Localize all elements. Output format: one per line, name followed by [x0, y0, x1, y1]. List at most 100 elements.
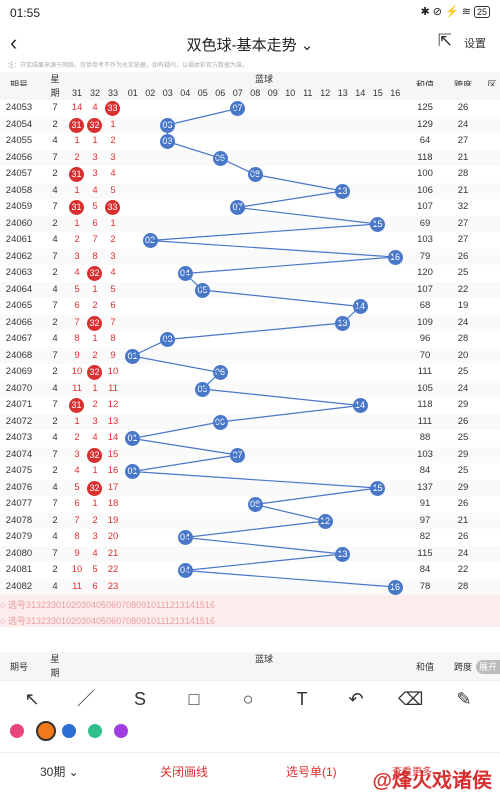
table-row[interactable]: 24079 4 8 3 20 04 82 26 — [0, 529, 500, 546]
draw-tool-icon[interactable]: ↶ — [348, 689, 364, 709]
select-number[interactable]: 14 — [184, 616, 195, 626]
period-select[interactable]: 30期 ⌄ — [40, 765, 79, 779]
table-row[interactable]: 24072 2 1 3 13 06 111 26 — [0, 413, 500, 430]
red-miss-cell: 3 — [92, 168, 98, 179]
select-number[interactable]: 31 — [25, 616, 36, 626]
select-number[interactable]: 13 — [174, 600, 185, 610]
table-row[interactable]: 24075 2 4 1 16 01 84 25 — [0, 463, 500, 480]
table-row[interactable]: 24058 4 1 4 5 13 106 21 — [0, 182, 500, 199]
draw-tool-icon[interactable]: ○ — [242, 689, 254, 709]
table-row[interactable]: 24055 4 1 1 2 03 64 27 — [0, 133, 500, 150]
back-icon[interactable]: ‹ — [10, 30, 18, 55]
select-number[interactable]: 10 — [146, 600, 157, 610]
select-number[interactable]: 05 — [96, 616, 107, 626]
table-row[interactable]: 24082 4 11 6 23 16 78 28 — [0, 578, 500, 595]
select-number[interactable]: 32 — [35, 600, 46, 610]
select-label[interactable]: ○ 选号 — [0, 600, 26, 610]
select-number[interactable]: 33 — [45, 616, 56, 626]
draw-tool-icon[interactable]: T — [296, 689, 308, 709]
table-row[interactable]: 24064 4 5 1 5 05 107 22 — [0, 281, 500, 298]
select-label[interactable]: ○ 选号 — [0, 616, 26, 626]
draw-tool-icon[interactable]: ↖ — [24, 689, 40, 709]
select-number[interactable]: 04 — [86, 600, 97, 610]
table-row[interactable]: 24060 2 1 6 1 15 69 27 — [0, 215, 500, 232]
color-swatch[interactable] — [88, 724, 102, 738]
view-more-button[interactable]: 查看更多 — [392, 767, 432, 778]
table-row[interactable]: 24056 7 2 3 3 06 118 21 — [0, 149, 500, 166]
select-number[interactable]: 03 — [76, 616, 87, 626]
draw-tool-icon[interactable]: S — [133, 689, 146, 709]
select-row[interactable]: ○ 选号313233010203040506070809101112131415… — [0, 595, 500, 611]
table-row[interactable]: 24065 7 6 2 6 14 68 19 — [0, 298, 500, 315]
color-swatch[interactable] — [36, 721, 56, 741]
select-number[interactable]: 04 — [86, 616, 97, 626]
select-number[interactable]: 16 — [204, 616, 215, 626]
table-row[interactable]: 24070 4 11 1 11 05 105 24 — [0, 380, 500, 397]
select-number[interactable]: 15 — [194, 600, 205, 610]
select-number[interactable]: 10 — [146, 616, 157, 626]
select-number[interactable]: 12 — [165, 616, 175, 626]
color-swatch[interactable] — [10, 724, 24, 738]
select-number[interactable]: 33 — [45, 600, 56, 610]
select-number[interactable]: 15 — [194, 616, 205, 626]
table-row[interactable]: 24078 2 7 2 19 12 97 21 — [0, 512, 500, 529]
table-row[interactable]: 24066 2 7 32 7 13 109 24 — [0, 314, 500, 331]
select-number[interactable]: 01 — [55, 616, 66, 626]
table-row[interactable]: 24059 7 31 5 33 07 107 32 — [0, 199, 500, 216]
settings-button[interactable]: 设置 — [464, 38, 486, 50]
table-row[interactable]: 24074 7 3 32 15 07 103 29 — [0, 446, 500, 463]
select-number[interactable]: 08 — [126, 616, 137, 626]
table-row[interactable]: 24068 7 9 2 9 01 70 20 — [0, 347, 500, 364]
color-swatch[interactable] — [114, 724, 128, 738]
select-number[interactable]: 07 — [116, 600, 127, 610]
select-number[interactable]: 09 — [136, 600, 147, 610]
select-number[interactable]: 02 — [66, 600, 77, 610]
select-list-button[interactable]: 选号单(1) — [286, 765, 337, 779]
draw-tool-icon[interactable]: ⌫ — [398, 689, 424, 709]
draw-tool-icon[interactable]: ✎ — [456, 689, 472, 709]
select-row[interactable]: ○ 选号313233010203040506070809101112131415… — [0, 611, 500, 627]
red-miss-cell: 8 — [74, 531, 80, 542]
table-row[interactable]: 24077 7 6 1 18 08 91 26 — [0, 496, 500, 513]
table-row[interactable]: 24061 4 2 7 2 02 103 27 — [0, 232, 500, 249]
share-icon[interactable]: ⇱ — [437, 31, 452, 50]
expand-button[interactable]: 展开 — [476, 660, 500, 674]
select-number[interactable]: 06 — [106, 616, 117, 626]
color-swatch[interactable] — [62, 724, 76, 738]
table-row[interactable]: 24067 4 8 1 8 03 96 28 — [0, 331, 500, 348]
select-number[interactable]: 31 — [25, 600, 36, 610]
sum-cell: 82 — [419, 531, 431, 542]
draw-tool-icon[interactable]: □ — [188, 689, 200, 709]
table-row[interactable]: 24080 7 9 4 21 13 115 24 — [0, 545, 500, 562]
select-number[interactable]: 03 — [76, 600, 87, 610]
table-row[interactable]: 24073 4 2 4 14 01 88 25 — [0, 430, 500, 447]
table-row[interactable]: 24054 2 31 32 1 03 129 24 — [0, 116, 500, 133]
select-number[interactable]: 07 — [116, 616, 127, 626]
red-miss-cell: 5 — [92, 564, 98, 575]
select-number[interactable]: 08 — [126, 600, 137, 610]
select-number[interactable]: 11 — [156, 600, 166, 610]
select-number[interactable]: 14 — [184, 600, 195, 610]
select-number[interactable]: 12 — [165, 600, 175, 610]
table-row[interactable]: 24069 2 10 32 10 06 111 25 — [0, 364, 500, 381]
select-number[interactable]: 05 — [96, 600, 107, 610]
select-number[interactable]: 06 — [106, 600, 117, 610]
table-row[interactable]: 24063 2 4 32 4 04 120 25 — [0, 265, 500, 282]
close-lines-button[interactable]: 关闭画线 — [160, 765, 209, 779]
select-number[interactable]: 11 — [156, 616, 166, 626]
select-number[interactable]: 09 — [136, 616, 147, 626]
table-row[interactable]: 24057 2 31 3 4 08 100 28 — [0, 166, 500, 183]
select-number[interactable]: 32 — [35, 616, 46, 626]
table-row[interactable]: 24081 2 10 5 22 04 84 22 — [0, 562, 500, 579]
page-title[interactable]: 双色球-基本走势 ⌄ — [186, 37, 314, 54]
table-row[interactable]: 24053 7 14 4 33 07 125 26 — [0, 100, 500, 117]
table-row[interactable]: 24071 7 31 2 12 14 118 29 — [0, 397, 500, 414]
select-number[interactable]: 01 — [55, 600, 66, 610]
table-row[interactable]: 24076 4 5 32 17 15 137 29 — [0, 479, 500, 496]
draw-tool-icon[interactable]: ／ — [77, 689, 95, 709]
select-number[interactable]: 02 — [66, 616, 77, 626]
select-number[interactable]: 13 — [174, 616, 185, 626]
table-row[interactable]: 24062 7 3 8 3 16 79 26 — [0, 248, 500, 265]
red-miss-cell: 7 — [74, 514, 80, 526]
select-number[interactable]: 16 — [204, 600, 215, 610]
